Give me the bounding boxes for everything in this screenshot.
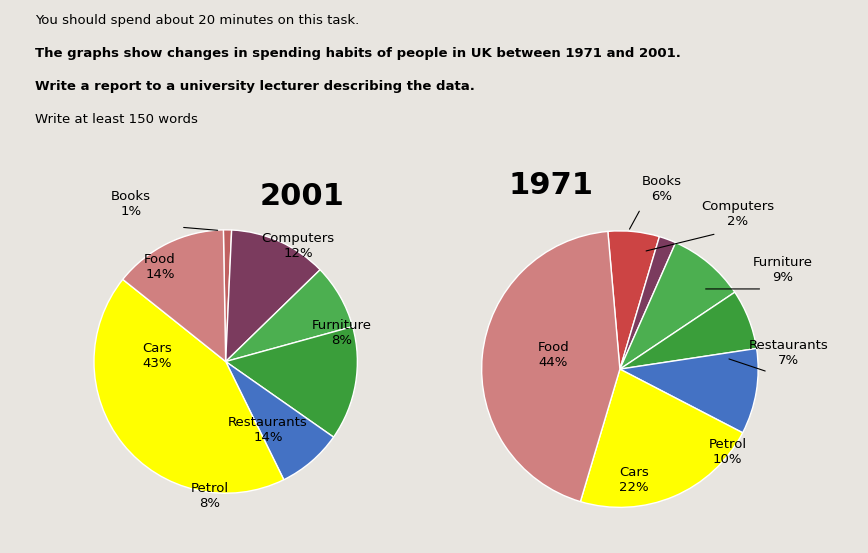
Text: The graphs show changes in spending habits of people in UK between 1971 and 2001: The graphs show changes in spending habi…	[35, 47, 681, 60]
Text: Petrol
8%: Petrol 8%	[191, 482, 229, 510]
Text: Books
1%: Books 1%	[111, 190, 151, 217]
Wedge shape	[608, 231, 660, 369]
Wedge shape	[122, 230, 226, 362]
Text: Books
6%: Books 6%	[641, 175, 681, 204]
Text: Cars
22%: Cars 22%	[619, 466, 648, 494]
Text: Computers
2%: Computers 2%	[700, 200, 774, 228]
Wedge shape	[226, 230, 320, 362]
Text: Write a report to a university lecturer describing the data.: Write a report to a university lecturer …	[35, 80, 475, 93]
Wedge shape	[482, 231, 620, 502]
Text: Write at least 150 words: Write at least 150 words	[35, 113, 198, 127]
Text: Furniture
9%: Furniture 9%	[753, 255, 813, 284]
Text: You should spend about 20 minutes on this task.: You should spend about 20 minutes on thi…	[35, 14, 359, 27]
Text: 1971: 1971	[509, 171, 593, 200]
Text: Food
14%: Food 14%	[144, 253, 175, 281]
Text: Furniture
8%: Furniture 8%	[312, 319, 372, 347]
Text: Cars
43%: Cars 43%	[142, 342, 172, 371]
Wedge shape	[620, 348, 758, 433]
Text: Food
44%: Food 44%	[537, 341, 569, 369]
Text: 2001: 2001	[260, 182, 345, 211]
Wedge shape	[620, 237, 675, 369]
Text: Restaurants
14%: Restaurants 14%	[228, 416, 307, 444]
Text: Petrol
10%: Petrol 10%	[708, 438, 746, 466]
Wedge shape	[226, 362, 333, 479]
Wedge shape	[94, 279, 284, 493]
Wedge shape	[620, 243, 735, 369]
Wedge shape	[223, 230, 232, 362]
Wedge shape	[226, 270, 352, 362]
Text: Restaurants
7%: Restaurants 7%	[749, 338, 828, 367]
Text: Computers
12%: Computers 12%	[261, 232, 335, 260]
Wedge shape	[226, 327, 358, 437]
Wedge shape	[581, 369, 743, 507]
Wedge shape	[620, 292, 757, 369]
